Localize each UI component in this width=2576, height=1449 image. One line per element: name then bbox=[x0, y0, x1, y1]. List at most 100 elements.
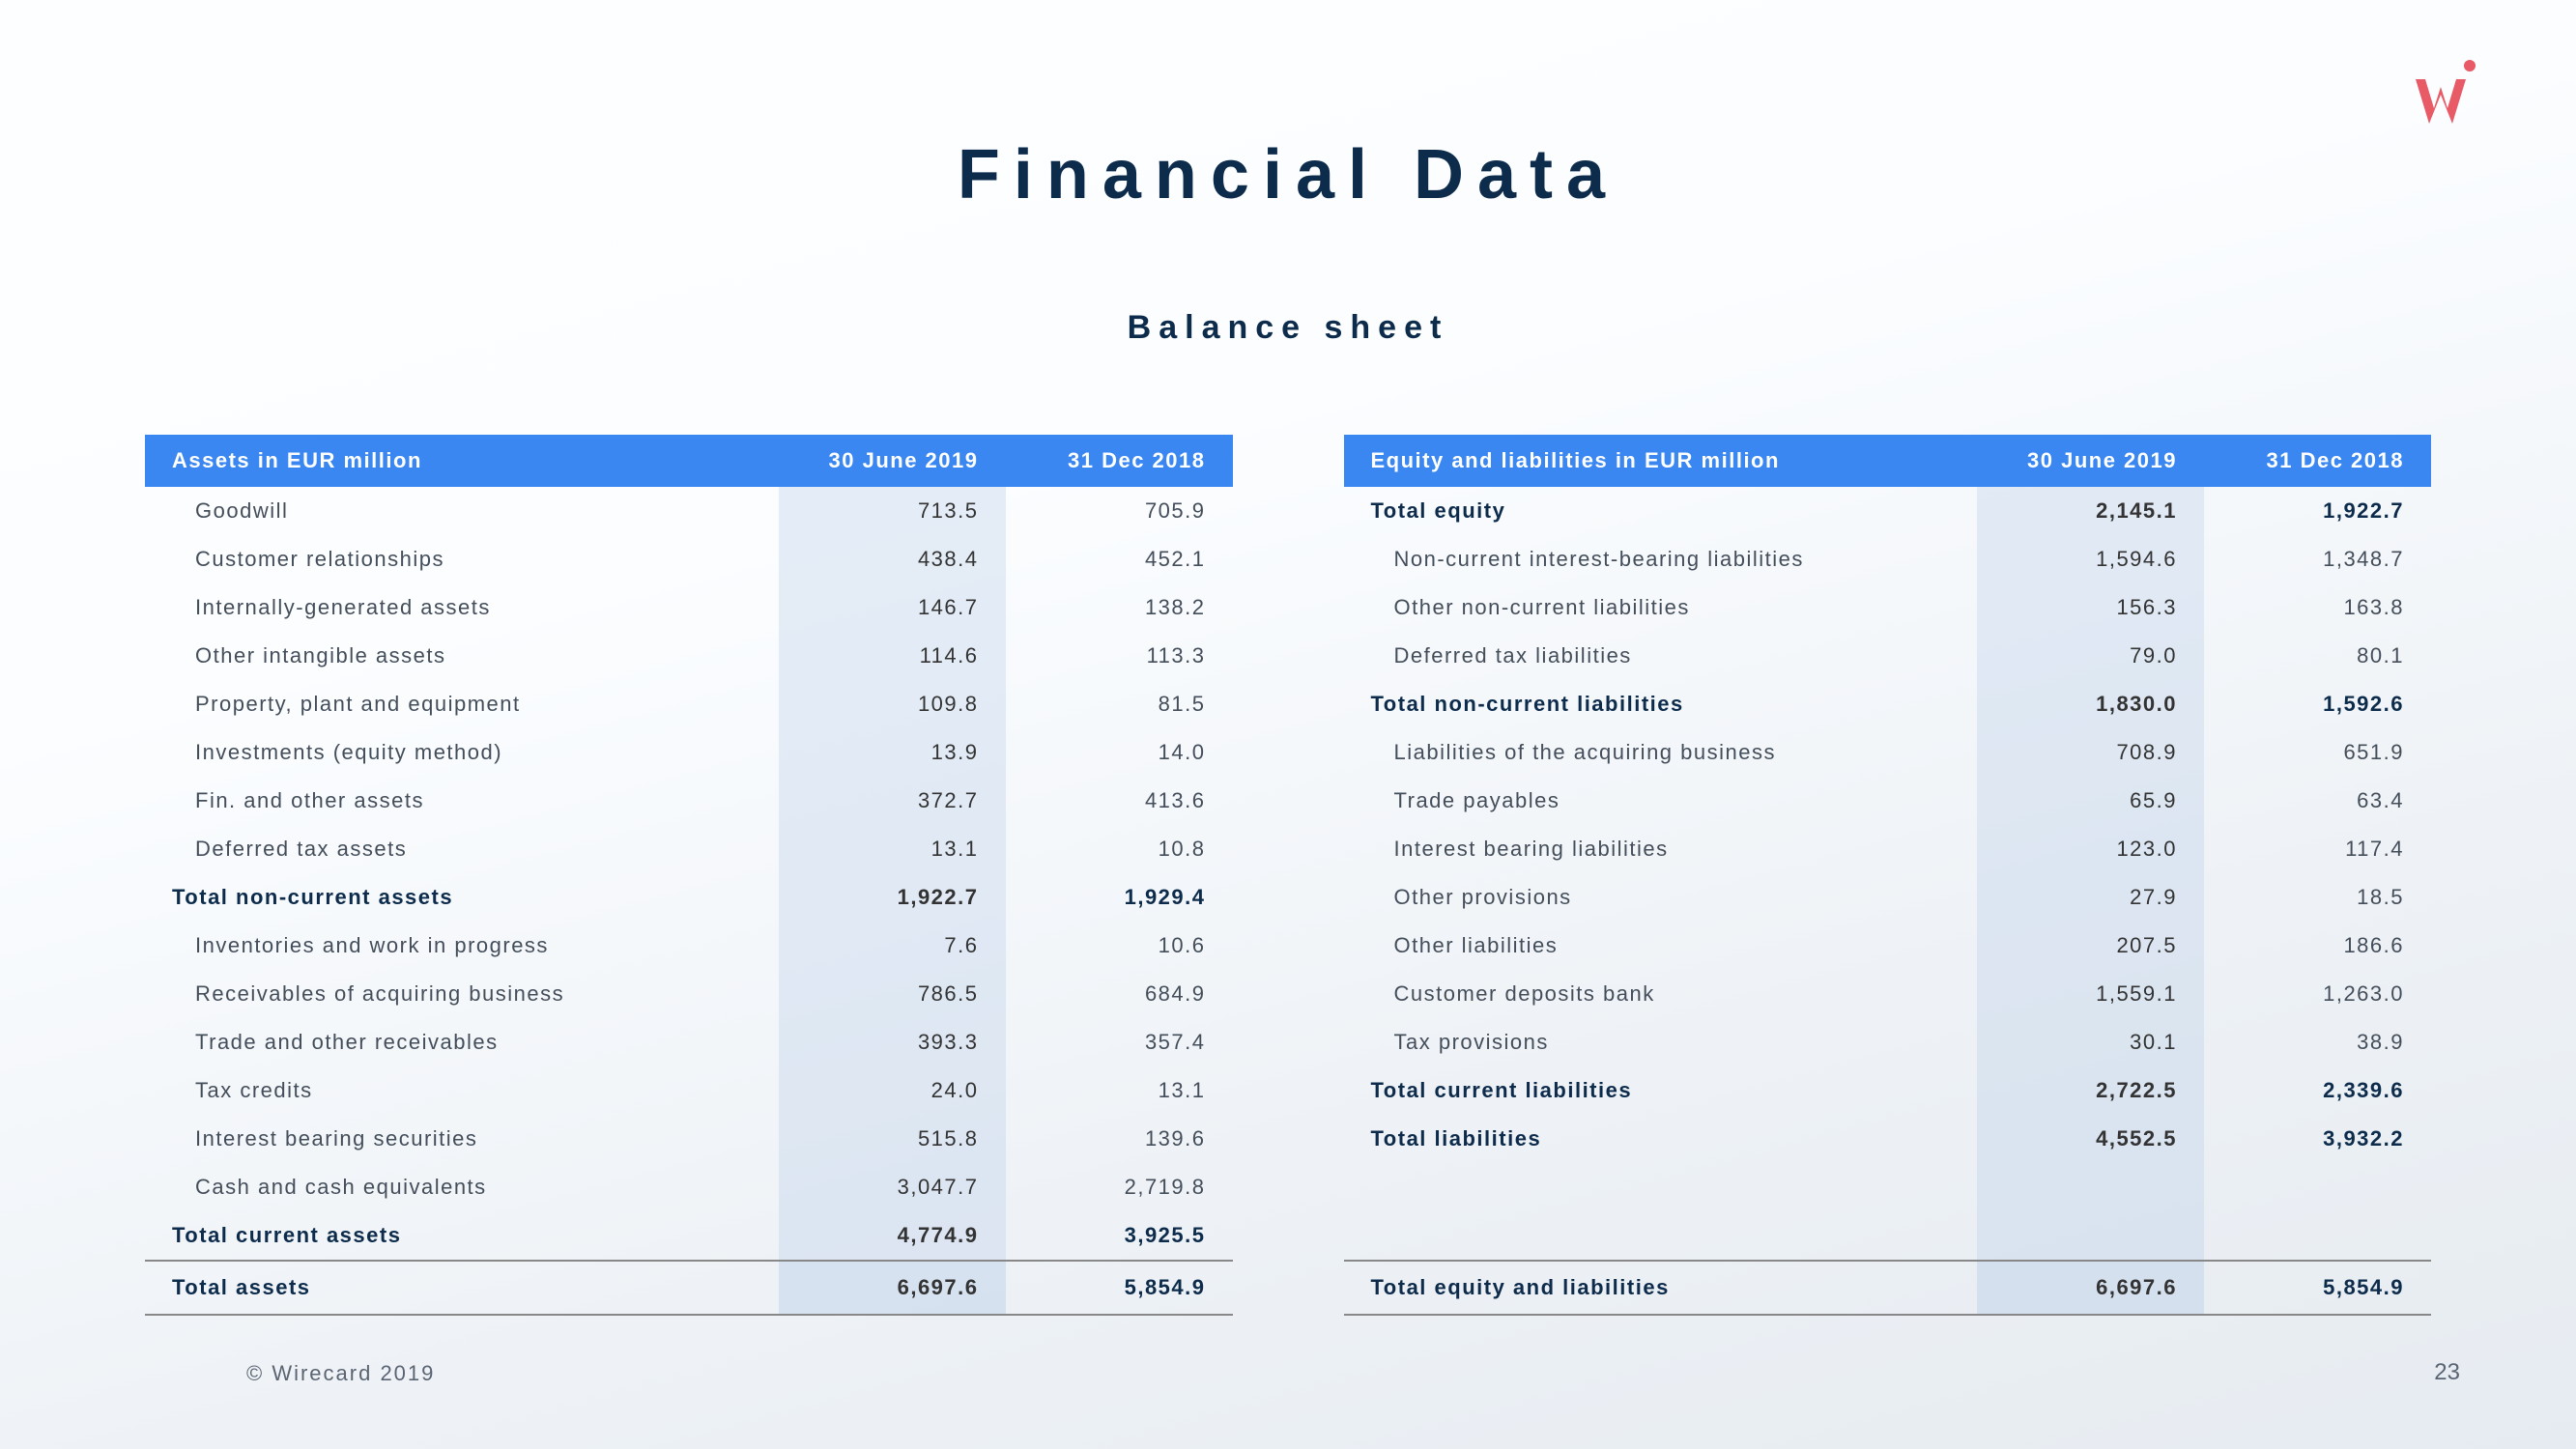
assets-row: Goodwill713.5705.9 bbox=[145, 487, 1233, 535]
assets-row-label: Total non-current assets bbox=[145, 885, 779, 910]
assets-header: Assets in EUR million 30 June 2019 31 De… bbox=[145, 435, 1233, 487]
assets-row: Trade and other receivables393.3357.4 bbox=[145, 1018, 1233, 1066]
assets-row-label: Interest bearing securities bbox=[145, 1126, 779, 1151]
assets-row: Fin. and other assets372.7413.6 bbox=[145, 777, 1233, 825]
assets-row-v2: 357.4 bbox=[1006, 1030, 1233, 1055]
liab-row-v2: 1,922.7 bbox=[2204, 498, 2431, 524]
assets-header-col3: 31 Dec 2018 bbox=[1006, 448, 1233, 473]
liab-row-label: Non-current interest-bearing liabilities bbox=[1344, 547, 1978, 572]
assets-total-v2: 5,854.9 bbox=[1006, 1275, 1233, 1300]
liab-row: Deferred tax liabilities79.080.1 bbox=[1344, 632, 2432, 680]
liab-row: Tax provisions30.138.9 bbox=[1344, 1018, 2432, 1066]
liab-row: Customer deposits bank1,559.11,263.0 bbox=[1344, 970, 2432, 1018]
assets-row-v2: 113.3 bbox=[1006, 643, 1233, 668]
assets-row-label: Goodwill bbox=[145, 498, 779, 524]
liab-row-v2: 1,263.0 bbox=[2204, 981, 2431, 1007]
assets-row: Other intangible assets114.6113.3 bbox=[145, 632, 1233, 680]
assets-row: Interest bearing securities515.8139.6 bbox=[145, 1115, 1233, 1163]
assets-row-v2: 3,925.5 bbox=[1006, 1223, 1233, 1248]
assets-row: Tax credits24.013.1 bbox=[145, 1066, 1233, 1115]
assets-row: Customer relationships438.4452.1 bbox=[145, 535, 1233, 583]
assets-row-v2: 14.0 bbox=[1006, 740, 1233, 765]
assets-row: Total current assets4,774.93,925.5 bbox=[145, 1211, 1233, 1260]
assets-row-v2: 13.1 bbox=[1006, 1078, 1233, 1103]
liab-row-label: Other provisions bbox=[1344, 885, 1978, 910]
assets-row-v2: 1,929.4 bbox=[1006, 885, 1233, 910]
assets-header-col2: 30 June 2019 bbox=[779, 448, 1006, 473]
liab-row-v1: 1,559.1 bbox=[1977, 970, 2204, 1018]
assets-row-label: Trade and other receivables bbox=[145, 1030, 779, 1055]
liab-row-v1: 1,830.0 bbox=[1977, 680, 2204, 728]
assets-row-label: Internally-generated assets bbox=[145, 595, 779, 620]
liab-row-label: Other non-current liabilities bbox=[1344, 595, 1978, 620]
liab-row: Total equity2,145.11,922.7 bbox=[1344, 487, 2432, 535]
liab-row: Other provisions27.918.5 bbox=[1344, 873, 2432, 922]
assets-row-v2: 2,719.8 bbox=[1006, 1175, 1233, 1200]
assets-row-v2: 139.6 bbox=[1006, 1126, 1233, 1151]
liab-row-v2: 1,348.7 bbox=[2204, 547, 2431, 572]
liab-row-v2: 18.5 bbox=[2204, 885, 2431, 910]
liab-row-v2: 80.1 bbox=[2204, 643, 2431, 668]
assets-row-v2: 452.1 bbox=[1006, 547, 1233, 572]
liab-row: Interest bearing liabilities123.0117.4 bbox=[1344, 825, 2432, 873]
liab-row-v1: 156.3 bbox=[1977, 583, 2204, 632]
liab-row-v1: 27.9 bbox=[1977, 873, 2204, 922]
assets-total-row: Total assets 6,697.6 5,854.9 bbox=[145, 1260, 1233, 1316]
page-title: Financial Data bbox=[0, 135, 2576, 214]
liab-row: Total liabilities4,552.53,932.2 bbox=[1344, 1115, 2432, 1163]
assets-row-v1: 786.5 bbox=[779, 970, 1006, 1018]
liab-total-row: Total equity and liabilities 6,697.6 5,8… bbox=[1344, 1260, 2432, 1316]
liab-row-v1: 30.1 bbox=[1977, 1018, 2204, 1066]
assets-row-v1: 438.4 bbox=[779, 535, 1006, 583]
assets-row-v1: 1,922.7 bbox=[779, 873, 1006, 922]
liab-row-v2: 2,339.6 bbox=[2204, 1078, 2431, 1103]
assets-row: Deferred tax assets13.110.8 bbox=[145, 825, 1233, 873]
assets-row-label: Inventories and work in progress bbox=[145, 933, 779, 958]
assets-total-label: Total assets bbox=[145, 1275, 779, 1300]
liab-row-v1: 1,594.6 bbox=[1977, 535, 2204, 583]
assets-row-v1: 372.7 bbox=[779, 777, 1006, 825]
assets-row-v1: 109.8 bbox=[779, 680, 1006, 728]
liab-row-v2: 38.9 bbox=[2204, 1030, 2431, 1055]
assets-total-v1: 6,697.6 bbox=[779, 1262, 1006, 1314]
liab-row-label: Total non-current liabilities bbox=[1344, 692, 1978, 717]
assets-row-v1: 24.0 bbox=[779, 1066, 1006, 1115]
liab-row-v1: 2,145.1 bbox=[1977, 487, 2204, 535]
liab-row-v2: 3,932.2 bbox=[2204, 1126, 2431, 1151]
liab-row-v1: 207.5 bbox=[1977, 922, 2204, 970]
assets-row-v2: 413.6 bbox=[1006, 788, 1233, 813]
assets-row-label: Cash and cash equivalents bbox=[145, 1175, 779, 1200]
liab-row-label: Total equity bbox=[1344, 498, 1978, 524]
liab-row-label: Trade payables bbox=[1344, 788, 1978, 813]
liab-total-label: Total equity and liabilities bbox=[1344, 1275, 1978, 1300]
liab-row-label: Tax provisions bbox=[1344, 1030, 1978, 1055]
liab-row-label: Other liabilities bbox=[1344, 933, 1978, 958]
assets-row: Internally-generated assets146.7138.2 bbox=[145, 583, 1233, 632]
liab-row-label: Deferred tax liabilities bbox=[1344, 643, 1978, 668]
page-subtitle: Balance sheet bbox=[0, 309, 2576, 347]
liab-spacer bbox=[1344, 1211, 2432, 1260]
liab-row-label: Interest bearing liabilities bbox=[1344, 837, 1978, 862]
liab-spacer bbox=[1344, 1163, 2432, 1211]
footer-copyright: © Wirecard 2019 bbox=[246, 1361, 435, 1386]
liab-row-v1: 79.0 bbox=[1977, 632, 2204, 680]
liab-row: Trade payables65.963.4 bbox=[1344, 777, 2432, 825]
assets-row-label: Deferred tax assets bbox=[145, 837, 779, 862]
assets-row-v1: 13.1 bbox=[779, 825, 1006, 873]
assets-row-label: Receivables of acquiring business bbox=[145, 981, 779, 1007]
assets-row-v2: 81.5 bbox=[1006, 692, 1233, 717]
liab-header-col3: 31 Dec 2018 bbox=[2204, 448, 2431, 473]
assets-row-label: Total current assets bbox=[145, 1223, 779, 1248]
liab-header-col2: 30 June 2019 bbox=[1977, 448, 2204, 473]
assets-header-label: Assets in EUR million bbox=[145, 448, 779, 473]
assets-row-v1: 515.8 bbox=[779, 1115, 1006, 1163]
assets-row-v1: 4,774.9 bbox=[779, 1211, 1006, 1260]
assets-row: Inventories and work in progress7.610.6 bbox=[145, 922, 1233, 970]
liab-total-v1: 6,697.6 bbox=[1977, 1262, 2204, 1314]
liab-header: Equity and liabilities in EUR million 30… bbox=[1344, 435, 2432, 487]
liab-row: Other liabilities207.5186.6 bbox=[1344, 922, 2432, 970]
assets-row-v1: 114.6 bbox=[779, 632, 1006, 680]
liab-row-label: Total current liabilities bbox=[1344, 1078, 1978, 1103]
assets-row-label: Tax credits bbox=[145, 1078, 779, 1103]
liab-total-v2: 5,854.9 bbox=[2204, 1275, 2431, 1300]
